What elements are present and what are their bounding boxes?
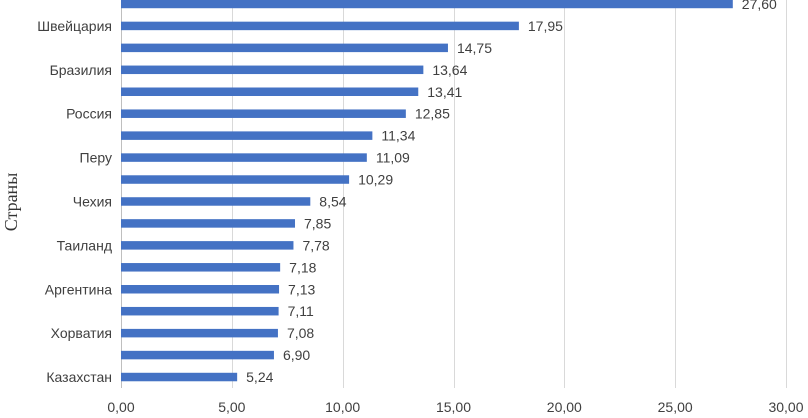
bar xyxy=(121,109,406,118)
data-label: 7,18 xyxy=(289,259,316,275)
bar xyxy=(121,197,311,206)
x-tick-label: 25,00 xyxy=(658,399,693,415)
data-label: 11,09 xyxy=(376,150,410,166)
bars xyxy=(121,0,733,382)
bar xyxy=(121,175,350,184)
data-label: 7,08 xyxy=(287,325,314,341)
category-label: Таиланд xyxy=(57,237,112,253)
category-label: Швейцария xyxy=(37,18,112,34)
data-label: 13,41 xyxy=(427,84,462,100)
bar xyxy=(121,131,373,140)
y-axis-title: Страны xyxy=(1,173,21,232)
category-labels: Швейцария Бразилия Россия Перу Чехия Таиланд А… xyxy=(37,18,112,385)
category-label: Аргентина xyxy=(45,281,112,297)
data-label: 8,54 xyxy=(319,193,346,209)
bar xyxy=(121,285,280,294)
x-tick-label: 30,00 xyxy=(768,399,803,415)
x-tick-label: 0,00 xyxy=(107,399,134,415)
category-label: Чехия xyxy=(73,193,112,209)
category-label: Бразилия xyxy=(50,62,112,78)
bar xyxy=(121,306,279,316)
data-label: 12,85 xyxy=(415,106,450,122)
data-label: 7,78 xyxy=(302,237,329,253)
data-label: 7,11 xyxy=(288,303,314,319)
data-label: 14,75 xyxy=(457,40,492,56)
bar xyxy=(121,0,733,9)
bar xyxy=(121,241,294,250)
data-label: 7,13 xyxy=(288,281,315,297)
gridlines xyxy=(121,0,787,388)
bar xyxy=(121,328,278,338)
x-tick-label: 5,00 xyxy=(218,399,245,415)
x-tick-label: 15,00 xyxy=(436,399,471,415)
bar xyxy=(121,153,367,162)
category-label: Россия xyxy=(66,106,112,122)
bar xyxy=(121,87,419,96)
bar xyxy=(121,65,424,75)
bar xyxy=(121,43,448,53)
x-axis-ticks: 0,00 5,00 10,00 15,00 20,00 25,00 30,00 xyxy=(107,399,803,415)
data-label: 11,34 xyxy=(381,128,415,144)
bar xyxy=(121,350,274,360)
bar xyxy=(121,219,296,228)
x-tick-label: 10,00 xyxy=(325,399,360,415)
data-label: 7,85 xyxy=(304,215,331,231)
bar xyxy=(121,372,238,382)
category-label: Казахстан xyxy=(46,369,112,385)
data-label: 17,95 xyxy=(528,18,563,34)
category-label: Хорватия xyxy=(51,325,112,341)
bar xyxy=(121,263,281,272)
data-label: 10,29 xyxy=(358,172,393,188)
category-label: Перу xyxy=(80,150,112,166)
data-label: 5,24 xyxy=(246,369,273,385)
data-label: 27,60 xyxy=(742,0,777,12)
bar xyxy=(121,21,519,31)
data-label: 13,64 xyxy=(432,62,467,78)
data-label: 6,90 xyxy=(283,347,310,363)
x-tick-label: 20,00 xyxy=(547,399,582,415)
